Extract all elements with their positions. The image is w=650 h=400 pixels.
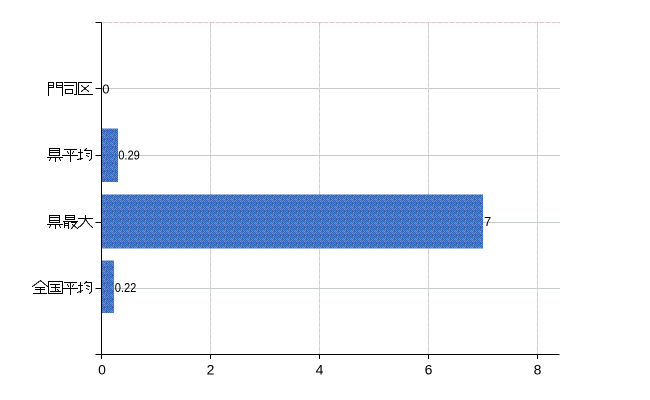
svg-text:0: 0 [102,81,109,96]
svg-text:0.29: 0.29 [118,147,140,162]
svg-text:0: 0 [98,362,106,378]
svg-text:0.22: 0.22 [115,280,137,295]
svg-text:7: 7 [484,214,491,229]
svg-text:2: 2 [207,362,215,378]
svg-text:4: 4 [316,362,324,378]
svg-text:8: 8 [534,362,542,378]
svg-text:6: 6 [425,362,433,378]
